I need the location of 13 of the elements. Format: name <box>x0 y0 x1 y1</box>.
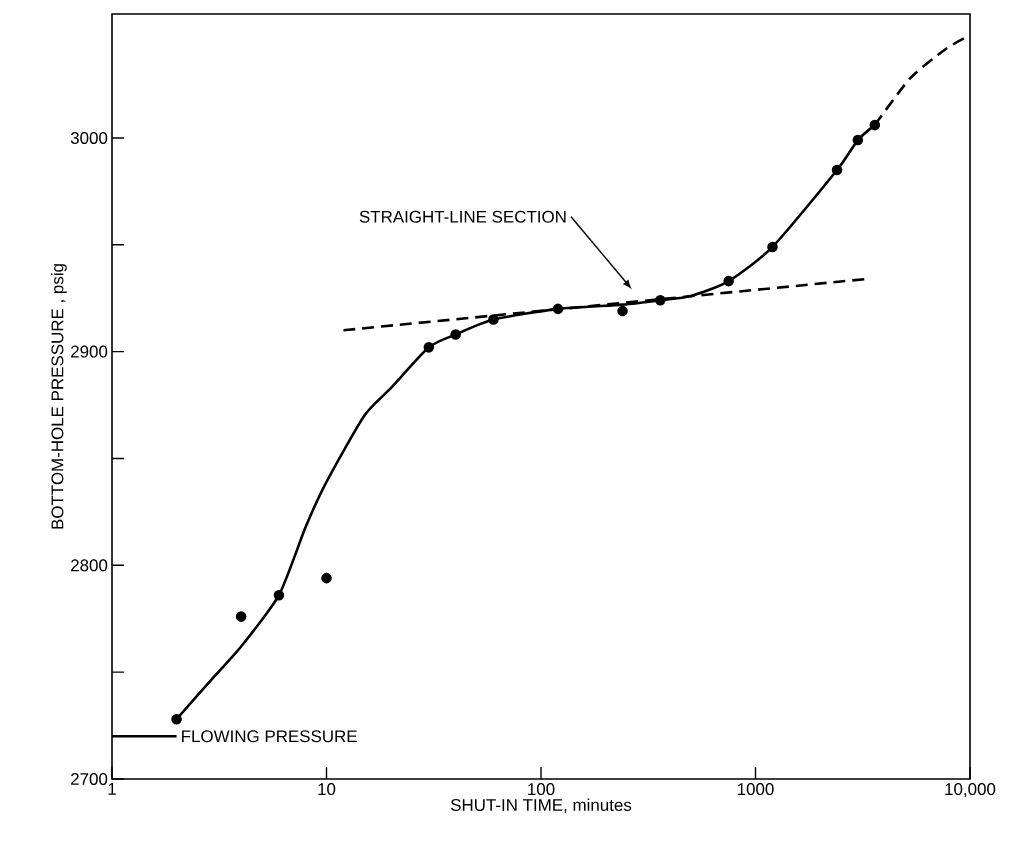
x-tick-label: 10,000 <box>945 783 996 798</box>
y-tick-label: 2800 <box>71 559 108 572</box>
series-label: FLOWING PRESSURE <box>182 730 357 743</box>
x-tick-label: 10 <box>318 783 336 796</box>
y-axis-title: BOTTOM-HOLE PRESSURE , psig <box>50 264 67 529</box>
x-tick-label: 100 <box>528 783 555 796</box>
x-tick-label: 1 <box>108 783 116 795</box>
annotation: STRAIGHT-LINE SECTION <box>359 210 566 223</box>
y-tick-label: 2700 <box>71 773 108 785</box>
x-tick-label: 1000 <box>737 783 774 796</box>
y-tick-label: 2900 <box>71 345 108 358</box>
y-tick-label: 3000 <box>70 131 108 144</box>
x-axis-title: SHUT-IN TIME, minutes <box>450 798 632 814</box>
